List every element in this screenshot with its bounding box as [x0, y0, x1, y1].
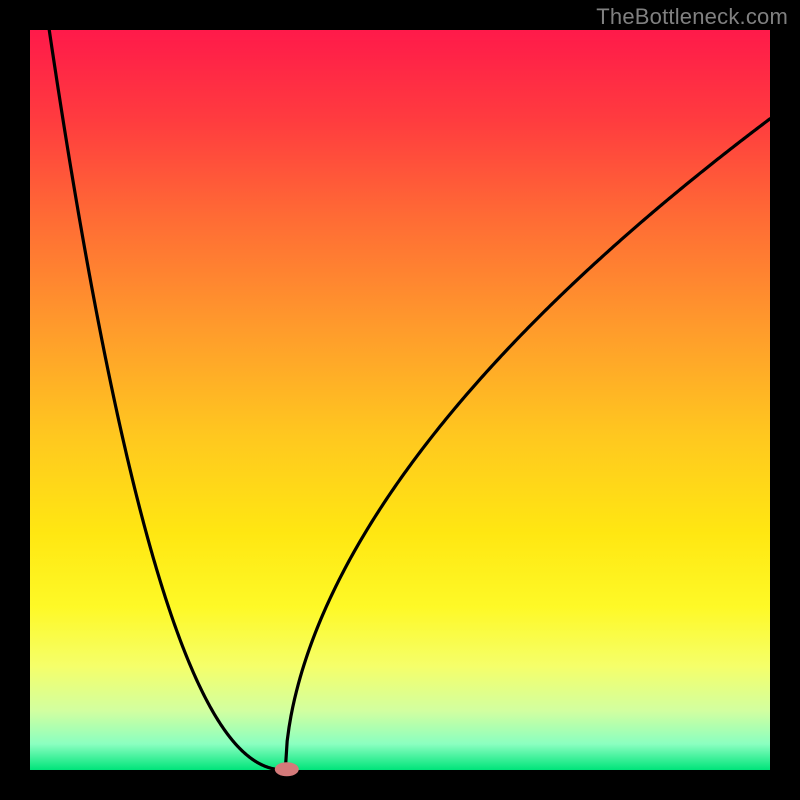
watermark-text: TheBottleneck.com: [596, 4, 788, 30]
bottleneck-chart: [0, 0, 800, 800]
chart-container: TheBottleneck.com: [0, 0, 800, 800]
optimal-point-marker: [275, 762, 299, 776]
plot-background: [30, 30, 770, 770]
